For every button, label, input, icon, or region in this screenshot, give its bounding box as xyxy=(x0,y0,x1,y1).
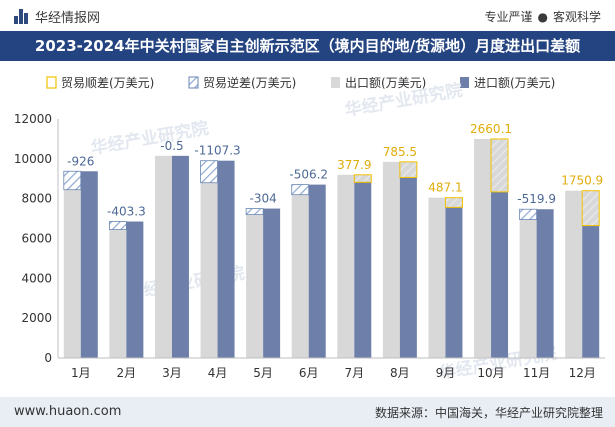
x-tick-label: 4月 xyxy=(208,366,228,380)
deficit-bar xyxy=(200,160,218,184)
data-label: -304 xyxy=(250,192,277,206)
footer-bar: www.huaon.com 数据来源：中国海关，华经产业研究院整理 xyxy=(0,397,615,427)
surplus-bar xyxy=(399,161,418,178)
surplus-bar xyxy=(444,197,463,208)
chart: 贸易顺差(万美元) 贸易逆差(万美元) 出口额(万美元) 进口额(万美元) 华经… xyxy=(14,75,605,384)
x-tick-label: 1月 xyxy=(71,366,91,380)
data-label: -506.2 xyxy=(289,168,328,182)
legend-swatch-import xyxy=(460,77,469,88)
import-bar xyxy=(308,184,326,358)
bar-chart-logo-icon xyxy=(14,9,29,24)
legend-item-deficit[interactable]: 贸易逆差(万美元) xyxy=(188,75,296,90)
x-tick-label: 2月 xyxy=(117,366,137,380)
x-tick-label: 6月 xyxy=(299,366,319,380)
tagline-left: 专业严谨 xyxy=(484,10,533,24)
x-axis: 1月 2月 3月 4月 5月 6月 7月 8月 9月 10月 11月 12月 xyxy=(58,357,605,380)
brand: 华经情报网 xyxy=(14,7,100,26)
import-bar xyxy=(445,207,463,358)
x-tick-label: 3月 xyxy=(162,366,182,380)
export-bar xyxy=(474,138,492,358)
legend-label-deficit: 贸易逆差(万美元) xyxy=(203,75,296,90)
deficit-bar xyxy=(291,184,310,196)
data-label: 785.5 xyxy=(383,145,417,159)
export-bar xyxy=(291,194,309,358)
data-label: -0.5 xyxy=(160,139,183,153)
import-bar xyxy=(582,225,600,358)
x-tick-label: 9月 xyxy=(436,366,456,380)
data-label: 2660.1 xyxy=(470,122,512,136)
export-bar xyxy=(154,155,172,358)
tagline: 专业严谨 ● 客观科学 xyxy=(484,8,601,25)
legend-item-export[interactable]: 出口额(万美元) xyxy=(331,76,426,90)
data-label: 1750.9 xyxy=(561,174,603,188)
legend-swatch-deficit xyxy=(188,76,199,89)
data-labels: -926 -403.3 -0.5 -1107.3 -304 -506.2 377.9 785.… xyxy=(67,122,603,219)
chart-title: 2023-2024年中关村国家自主创新示范区（境内目的地/货源地）月度进出口差额 xyxy=(34,37,581,55)
import-bar xyxy=(399,177,417,358)
export-bar xyxy=(63,189,81,358)
tagline-right: 客观科学 xyxy=(552,10,601,24)
brand-name: 华经情报网 xyxy=(35,11,101,26)
y-tick-label: 10000 xyxy=(14,152,52,166)
x-tick-label: 11月 xyxy=(523,366,550,380)
export-bar xyxy=(337,174,355,358)
export-bar xyxy=(519,219,537,358)
legend-swatch-export xyxy=(331,77,340,88)
footer-source: 数据来源：中国海关，华经产业研究院整理 xyxy=(374,406,603,420)
export-bar xyxy=(246,214,264,358)
import-bar xyxy=(217,160,235,358)
import-bar xyxy=(263,208,281,358)
import-bar xyxy=(171,155,189,358)
legend-label-import: 进口额(万美元) xyxy=(474,76,555,90)
legend-item-import[interactable]: 进口额(万美元) xyxy=(460,76,555,90)
data-label: 377.9 xyxy=(337,158,371,172)
export-bar xyxy=(428,197,446,358)
y-tick-label: 6000 xyxy=(21,232,52,246)
y-tick-label: 12000 xyxy=(14,112,52,126)
legend-item-surplus[interactable]: 贸易顺差(万美元) xyxy=(46,76,154,90)
x-tick-label: 7月 xyxy=(344,366,364,380)
deficit-bar xyxy=(63,170,82,191)
data-label: -519.9 xyxy=(517,192,556,206)
legend: 贸易顺差(万美元) 贸易逆差(万美元) 出口额(万美元) 进口额(万美元) xyxy=(46,75,555,90)
export-bar xyxy=(382,161,400,358)
export-bar xyxy=(200,182,218,358)
y-tick-label: 0 xyxy=(44,351,52,365)
deficit-bar xyxy=(519,208,538,220)
x-tick-label: 5月 xyxy=(253,366,273,380)
legend-label-surplus: 贸易顺差(万美元) xyxy=(61,76,154,90)
y-tick-label: 4000 xyxy=(21,271,52,285)
import-bar xyxy=(491,191,509,358)
surplus-bar xyxy=(581,190,600,227)
import-bar xyxy=(354,182,372,358)
y-tick-label: 8000 xyxy=(21,192,52,206)
import-bar xyxy=(80,171,98,358)
data-label: 487.1 xyxy=(428,181,462,195)
bars xyxy=(63,138,600,358)
data-label: -403.3 xyxy=(107,205,146,219)
x-tick-label: 8月 xyxy=(390,366,410,380)
surplus-bar xyxy=(490,138,509,193)
surplus-bar xyxy=(353,174,372,183)
data-label: -1107.3 xyxy=(194,144,240,158)
tagline-separator: ● xyxy=(537,10,548,24)
x-tick-label: 10月 xyxy=(477,366,504,380)
deficit-bar xyxy=(245,208,264,216)
export-bar xyxy=(109,229,127,358)
top-bar: 华经情报网 专业严谨 ● 客观科学 xyxy=(0,0,615,30)
legend-label-export: 出口额(万美元) xyxy=(345,76,426,90)
watermark-text: 华经产业研究院 xyxy=(89,118,210,159)
x-tick-label: 12月 xyxy=(569,366,596,380)
deficit-bar xyxy=(108,221,127,230)
y-tick-label: 2000 xyxy=(21,311,52,325)
import-bar xyxy=(126,221,144,358)
footer-site[interactable]: www.huaon.com xyxy=(14,404,122,419)
title-bar: 2023-2024年中关村国家自主创新示范区（境内目的地/货源地）月度进出口差额 xyxy=(0,31,615,61)
legend-swatch-surplus xyxy=(46,76,57,89)
y-axis: 0 2000 4000 6000 8000 10000 12000 xyxy=(14,112,59,365)
export-bar xyxy=(565,190,583,358)
data-label: -926 xyxy=(67,154,94,168)
import-bar xyxy=(536,209,554,358)
